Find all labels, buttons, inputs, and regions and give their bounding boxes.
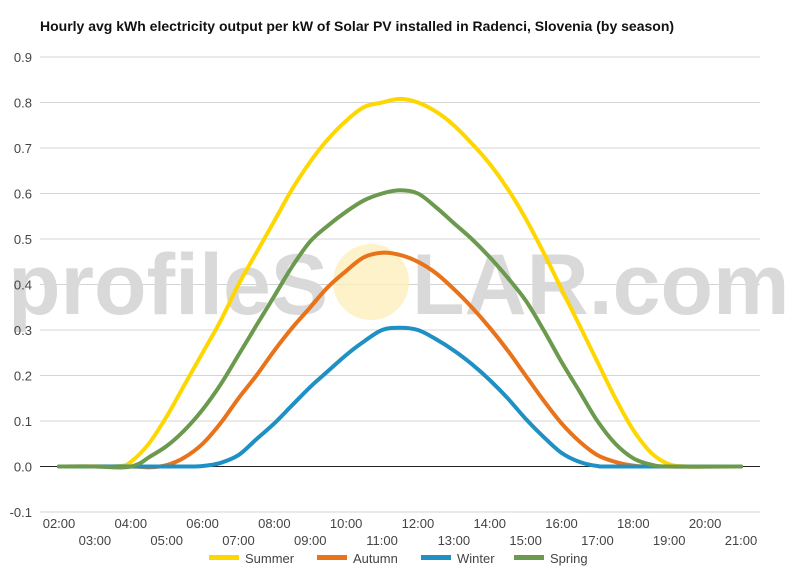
y-tick-label: -0.1 <box>10 505 32 520</box>
y-tick-label: 0.9 <box>14 50 32 65</box>
x-tick-label: 08:00 <box>258 516 291 531</box>
series-line-summer <box>57 96 743 469</box>
gridlines <box>40 56 760 513</box>
x-axis-ticks: 02:0003:0004:0005:0006:0007:0008:0009:00… <box>43 516 758 548</box>
y-tick-label: 0.0 <box>14 460 32 475</box>
x-tick-label: 12:00 <box>402 516 435 531</box>
x-tick-label: 05:00 <box>150 533 183 548</box>
y-tick-label: 0.1 <box>14 414 32 429</box>
watermark-text-left: profileS <box>8 237 328 333</box>
y-tick-label: 0.2 <box>14 369 32 384</box>
y-tick-label: 0.3 <box>14 323 32 338</box>
legend-swatch-winter <box>421 555 451 560</box>
legend-swatch-autumn <box>317 555 347 560</box>
x-tick-label: 06:00 <box>186 516 219 531</box>
x-tick-label: 17:00 <box>581 533 614 548</box>
x-tick-label: 21:00 <box>725 533 758 548</box>
series-lines <box>57 96 743 470</box>
watermark-sun-icon <box>333 244 409 320</box>
x-tick-label: 07:00 <box>222 533 255 548</box>
x-tick-label: 10:00 <box>330 516 363 531</box>
legend-label-spring: Spring <box>550 551 588 566</box>
x-tick-label: 20:00 <box>689 516 722 531</box>
x-tick-label: 14:00 <box>473 516 506 531</box>
x-tick-label: 02:00 <box>43 516 76 531</box>
y-tick-label: 0.6 <box>14 187 32 202</box>
x-tick-label: 11:00 <box>366 533 398 548</box>
x-tick-label: 09:00 <box>294 533 327 548</box>
x-tick-label: 18:00 <box>617 516 650 531</box>
legend-label-autumn: Autumn <box>353 551 398 566</box>
x-tick-label: 16:00 <box>545 516 578 531</box>
chart-title: Hourly avg kWh electricity output per kW… <box>40 18 675 34</box>
series-line-winter <box>57 325 743 469</box>
x-tick-label: 19:00 <box>653 533 686 548</box>
y-tick-label: 0.8 <box>14 96 32 111</box>
y-tick-label: 0.4 <box>14 278 32 293</box>
y-tick-label: 0.5 <box>14 232 32 247</box>
legend-swatch-summer <box>209 555 239 560</box>
x-tick-label: 15:00 <box>509 533 542 548</box>
series-line-spring <box>57 188 743 470</box>
legend-label-winter: Winter <box>457 551 495 566</box>
x-tick-label: 03:00 <box>79 533 112 548</box>
legend-swatch-spring <box>514 555 544 560</box>
y-axis-ticks: -0.1 0.0 0.1 0.2 0.3 0.4 0.5 0.6 0.7 0.8 0.9 <box>10 50 32 520</box>
x-tick-label: 04:00 <box>115 516 148 531</box>
watermark-text-right: LAR.com <box>412 237 789 333</box>
legend-label-summer: Summer <box>245 551 295 566</box>
x-tick-label: 13:00 <box>438 533 471 548</box>
watermark: profileS LAR.com <box>8 237 789 333</box>
series-line-autumn <box>57 250 743 470</box>
y-tick-label: 0.7 <box>14 141 32 156</box>
legend: Summer Autumn Winter Spring <box>209 551 588 566</box>
